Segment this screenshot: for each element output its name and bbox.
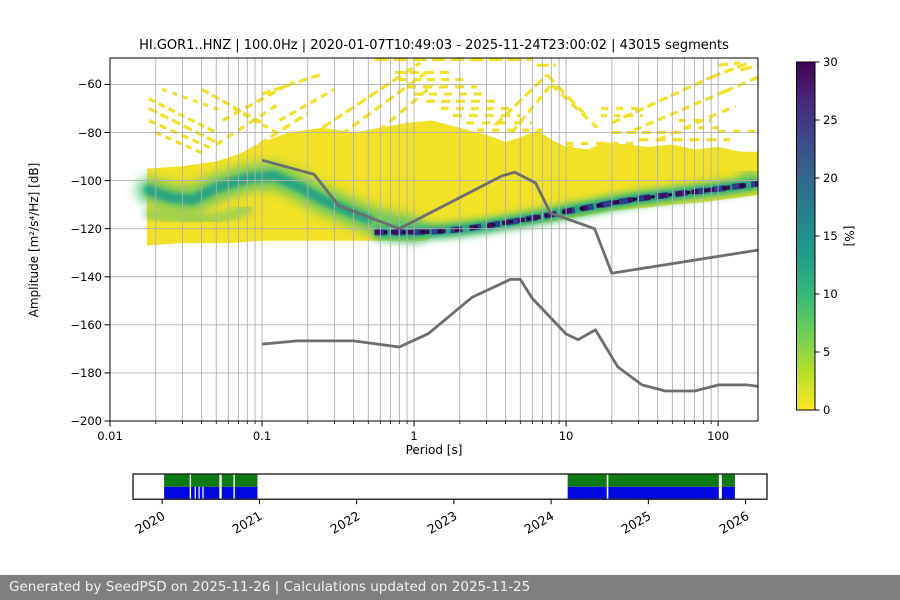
- availability-gap-green: [219, 474, 222, 487]
- nhnm-noise-model-line: [261, 158, 758, 275]
- ppsd-outlier-streak: [200, 87, 263, 125]
- ppsd-outlier-streak: [739, 63, 758, 72]
- availability-segment-blue: [567, 486, 735, 499]
- ppsd-outlier-streak: [717, 61, 741, 67]
- colorbar-tick-label: 5: [823, 345, 831, 359]
- ppsd-outlier-streak: [254, 133, 321, 159]
- ppsd-outlier-streak: [656, 104, 737, 142]
- colorbar-label: [%]: [842, 225, 856, 247]
- ppsd-outlier-streak: [278, 87, 336, 122]
- availability-gap-blue: [606, 486, 609, 499]
- x-tick-label: 10: [558, 429, 574, 443]
- x-axis-label: Period [s]: [405, 443, 463, 457]
- ppsd-outlier-streak: [232, 107, 290, 142]
- availability-gap-blue: [233, 486, 235, 499]
- availability-gap-blue: [194, 486, 196, 499]
- ppsd-outlier-streak: [215, 102, 281, 146]
- availability-gap-green: [606, 474, 609, 487]
- availability-segment-blue: [164, 486, 258, 499]
- y-tick-label: −60: [77, 77, 102, 92]
- availability-gap-blue: [198, 486, 200, 499]
- y-tick-label: −80: [77, 125, 102, 140]
- availability-gap-green: [189, 474, 192, 487]
- ppsd-outlier-streak: [155, 131, 206, 156]
- availability-gap-blue: [718, 486, 722, 499]
- plot-border: [109, 57, 759, 422]
- ppsd-outlier-streak: [510, 83, 553, 134]
- colorbar-gradient: [796, 62, 815, 410]
- mode-band-right-widening: [738, 166, 758, 186]
- ppsd-density-cloud: [146, 120, 758, 246]
- y-tick-label: −180: [70, 365, 102, 380]
- y-tick-label: −120: [70, 221, 102, 236]
- y-tick-label: −140: [70, 269, 102, 284]
- y-tick-label: −100: [70, 173, 102, 188]
- colorbar-tick-label: 15: [823, 229, 838, 243]
- x-tick-label: 1: [410, 429, 418, 443]
- ppsd-outlier-streak: [545, 73, 590, 120]
- availability-gap-blue: [189, 486, 192, 499]
- y-tick-label: −200: [70, 414, 102, 428]
- footer-text: Generated by SeedPSD on 2025-11-26 | Cal…: [9, 579, 531, 595]
- availability-segment-green: [567, 474, 735, 487]
- plot-canvas: [104, 57, 820, 505]
- ppsd-outlier-streak: [339, 71, 428, 137]
- short-period-mode-teal: [143, 170, 374, 225]
- ppsd-outlier-streak: [710, 61, 750, 79]
- x-tick-label: 100: [707, 429, 730, 443]
- ppsd-outlier-streak: [321, 61, 422, 130]
- availability-border: [132, 473, 768, 500]
- ppsd-outlier-streak: [367, 83, 435, 141]
- y-axis-label: Amplitude [m²/s⁴/Hz] [dB]: [27, 162, 41, 318]
- y-tick-label: −160: [70, 317, 102, 332]
- ppsd-outlier-streak: [493, 73, 549, 127]
- colorbar-tick-label: 10: [823, 287, 838, 301]
- ppsd-outlier-streak: [550, 83, 599, 129]
- x-tick-label: 0.1: [252, 429, 272, 443]
- colorbar-tick-label: 20: [823, 171, 838, 185]
- nlnm-noise-model-line: [261, 278, 758, 393]
- colorbar-tick-label: 25: [823, 113, 838, 127]
- availability-segment-green: [164, 474, 258, 487]
- availability-gap-green: [233, 474, 235, 487]
- footer-bar: Generated by SeedPSD on 2025-11-26 | Cal…: [0, 575, 900, 600]
- availability-gap-blue: [202, 486, 204, 499]
- x-tick-label: 0.01: [97, 429, 123, 443]
- colorbar-tick-label: 30: [823, 55, 838, 69]
- ppsd-outlier-streak: [161, 87, 224, 113]
- plot-title: HI.GOR1..HNZ | 100.0Hz | 2020-01-07T10:4…: [139, 38, 729, 53]
- colorbar-tick-label: 0: [823, 403, 831, 417]
- availability-gap-green: [718, 474, 722, 487]
- availability-gap-blue: [219, 486, 222, 499]
- short-period-mode-lower: [143, 204, 253, 225]
- ppsd-outlier-streak: [633, 90, 726, 132]
- grid-layer: [110, 58, 758, 421]
